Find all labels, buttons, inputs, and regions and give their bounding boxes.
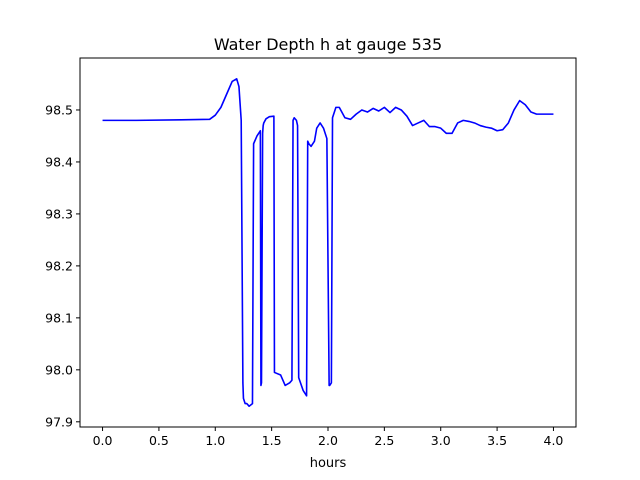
x-tick-label: 1.0 xyxy=(205,433,225,448)
y-tick-label: 98.4 xyxy=(45,154,73,169)
x-tick-label: 3.0 xyxy=(431,433,451,448)
x-tick-label: 0.0 xyxy=(93,433,113,448)
y-tick-label: 98.5 xyxy=(45,102,73,117)
y-tick-label: 97.9 xyxy=(45,414,73,429)
x-tick-label: 3.5 xyxy=(487,433,507,448)
series-line xyxy=(102,77,554,408)
y-tick-label: 98.0 xyxy=(45,362,73,377)
x-axis-label: hours xyxy=(310,456,347,471)
chart-title: Water Depth h at gauge 535 xyxy=(214,35,442,54)
plot-area xyxy=(102,77,554,408)
y-tick-label: 98.1 xyxy=(45,310,73,325)
x-tick-label: 4.0 xyxy=(544,433,564,448)
x-tick-label: 2.0 xyxy=(318,433,338,448)
x-tick-label: 2.5 xyxy=(374,433,394,448)
y-tick-label: 98.2 xyxy=(45,258,73,273)
x-tick-label: 1.5 xyxy=(262,433,282,448)
x-tick-label: 0.5 xyxy=(149,433,169,448)
axes-frame xyxy=(79,57,577,428)
axis-ticks: 0.0 0.5 1.0 1.5 2.0 2.5 3.0 3.5 4.0 97.9 98.0 98.1 9… xyxy=(45,102,563,448)
y-tick-label: 98.3 xyxy=(45,206,73,221)
